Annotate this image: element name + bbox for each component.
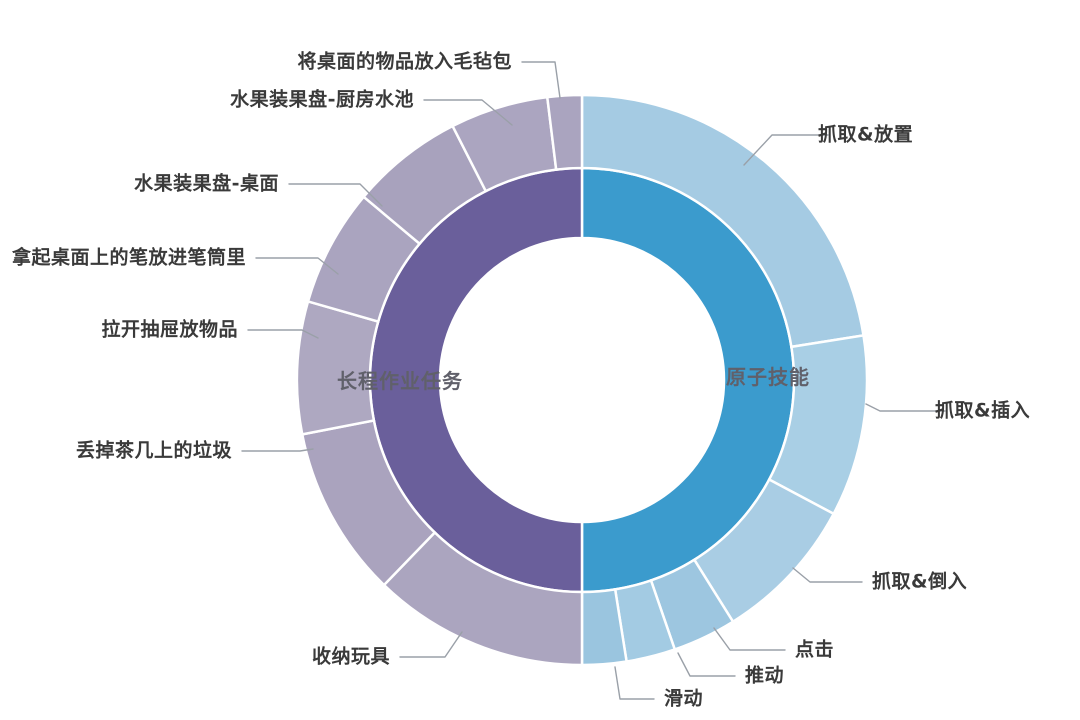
label-tuidong: 推动 xyxy=(745,664,785,687)
label-zhuaqu-charu: 抓取&插入 xyxy=(935,399,1031,422)
label-shounawanju: 收纳玩具 xyxy=(311,645,390,668)
label-shuiguo-zhuomian: 水果装果盘-桌面 xyxy=(134,172,279,195)
label-lakaichouti: 拉开抽屉放物品 xyxy=(101,318,238,341)
leader-line xyxy=(288,183,383,207)
leader-lines-group xyxy=(241,61,946,700)
inner-label-atomic: 原子技能 xyxy=(726,365,810,389)
label-naqibi: 拿起桌面上的笔放进笔筒里 xyxy=(11,246,246,269)
leader-line xyxy=(521,61,561,99)
label-dianji: 点击 xyxy=(795,638,835,661)
outer-ring-group xyxy=(295,93,869,667)
label-zhuaqu-daoru: 抓取&倒入 xyxy=(872,570,968,593)
inner-label-longhorizon: 长程作业任务 xyxy=(337,369,463,393)
leader-line xyxy=(255,257,339,275)
leader-line xyxy=(792,567,863,583)
leader-line xyxy=(677,652,736,677)
label-zhuaqu-fangzhi: 抓取&放置 xyxy=(818,123,914,146)
leader-line xyxy=(713,627,786,651)
leader-line xyxy=(247,329,319,339)
leader-line xyxy=(865,403,946,412)
label-huadong: 滑动 xyxy=(664,687,704,710)
leader-line xyxy=(743,134,829,166)
outer-ring-segment[interactable] xyxy=(545,93,584,171)
leader-line xyxy=(399,631,463,658)
leader-line xyxy=(423,99,513,126)
label-diudiaolaji: 丢掉茶几上的垃圾 xyxy=(75,439,232,462)
leader-line xyxy=(241,448,314,452)
outer-ring-segment[interactable] xyxy=(295,299,380,436)
label-maozhanbao: 将桌面的物品放入毛毡包 xyxy=(297,50,512,73)
label-shuiguo-chufang: 水果装果盘-厨房水池 xyxy=(230,88,414,111)
leader-line xyxy=(614,666,655,700)
